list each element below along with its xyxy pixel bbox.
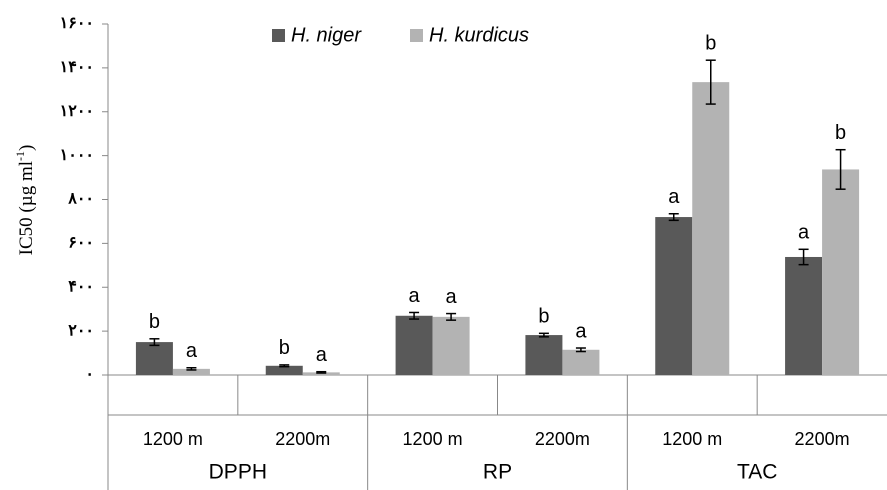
bar [785, 256, 823, 375]
y-label-end: ) [16, 145, 37, 151]
significance-letter: b [705, 32, 716, 54]
significance-letter: b [279, 337, 290, 359]
y-tick-label: ۱۶۰۰ [60, 15, 94, 32]
significance-letter: a [316, 344, 328, 366]
y-tick-label: ۱۴۰۰ [60, 59, 94, 76]
y-axis-label: IC50 (µg ml-1) [13, 145, 38, 256]
significance-letter: b [149, 311, 160, 333]
y-tick-label: ۶۰۰ [68, 235, 94, 252]
bar [395, 315, 433, 375]
significance-letter: a [798, 222, 810, 244]
group-label: RP [483, 461, 512, 484]
significance-letter: a [409, 285, 421, 307]
significance-letter: a [446, 286, 458, 308]
y-tick-label: ۰ [85, 366, 94, 383]
legend-label: H. niger [291, 24, 362, 46]
bar [265, 365, 303, 375]
y-tick-label: ۲۰۰ [68, 322, 94, 339]
y-tick-label: ۱۰۰۰ [60, 147, 94, 164]
bar [692, 82, 730, 376]
group-label: DPPH [209, 461, 267, 484]
significance-letter: a [575, 320, 587, 342]
bar [135, 342, 173, 375]
significance-letter: b [835, 122, 846, 144]
bar [525, 335, 563, 375]
legend-swatch [410, 29, 423, 42]
significance-letter: a [186, 340, 198, 362]
legend-label: H. kurdicus [429, 24, 529, 46]
bar [432, 316, 470, 375]
y-tick-label: ۸۰۰ [67, 191, 94, 208]
significance-letter: a [668, 186, 680, 208]
legend-swatch [272, 29, 285, 42]
bar [172, 368, 210, 375]
x-tick-label: 2200m [795, 429, 850, 449]
x-tick-label: 2200m [535, 429, 590, 449]
x-tick-label: 1200 m [143, 429, 203, 449]
y-label-sup: -1 [13, 151, 27, 161]
y-tick-label: ۴۰۰ [68, 278, 94, 295]
x-tick-label: 1200 m [662, 429, 722, 449]
bar [822, 169, 860, 375]
bar [655, 217, 693, 375]
significance-letter: b [538, 306, 549, 328]
y-label-main: IC50 (µg ml [16, 161, 37, 255]
group-label: TAC [737, 461, 777, 484]
x-tick-label: 2200m [275, 429, 330, 449]
x-tick-label: 1200 m [403, 429, 463, 449]
y-tick-label: ۱۲۰۰ [60, 103, 94, 120]
bar [562, 349, 600, 375]
